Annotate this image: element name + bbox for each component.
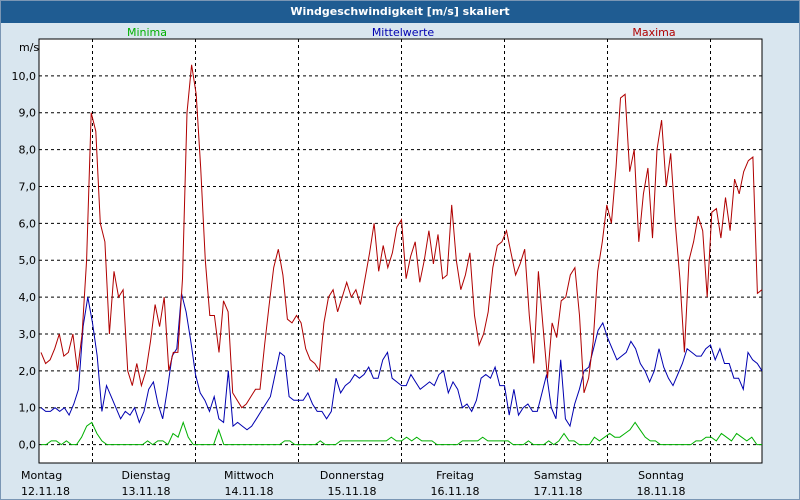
series-line-maxima: [40, 64, 763, 409]
series-lines: [40, 64, 763, 446]
y-axis-label: m/s: [19, 41, 39, 54]
x-tick-date: 14.11.18: [225, 485, 274, 498]
x-tick-date: 16.11.18: [431, 485, 480, 498]
x-tick-day: Sonntag: [638, 469, 684, 482]
series-line-minima: [41, 420, 762, 446]
x-tick-day: Mittwoch: [224, 469, 274, 482]
x-axis-ticks: Montag 12.11.18 Dienstag 13.11.18 Mittwoch 14…: [21, 469, 685, 498]
chart-title: Windgeschwindigkeit [m/s] skaliert: [1, 1, 799, 23]
x-tick-day: Montag: [21, 469, 62, 482]
y-tick-label: 8,0: [19, 144, 37, 157]
x-tick-date: 18.11.18: [637, 485, 686, 498]
x-tick-day: Donnerstag: [320, 469, 384, 482]
y-tick-label: 7,0: [19, 180, 37, 193]
y-tick-label: 3,0: [19, 328, 37, 341]
y-tick-label: 5,0: [19, 254, 37, 267]
legend-minima: Minima: [127, 26, 167, 39]
y-tick-label: 1,0: [19, 402, 37, 415]
y-tick-label: 9,0: [19, 107, 37, 120]
x-tick-day: Dienstag: [121, 469, 170, 482]
x-tick-date: 13.11.18: [122, 485, 171, 498]
x-tick-date: 17.11.18: [534, 485, 583, 498]
series-line-mittelwerte: [40, 293, 763, 431]
x-tick-day: Samstag: [534, 469, 582, 482]
x-tick-date: 12.11.18: [21, 485, 70, 498]
legend-maxima: Maxima: [632, 26, 675, 39]
wind-speed-chart: 0,0 1,0 2,0 3,0 4,0 5,0 6,0 7,0 8,0 9,0 10,0 Monta…: [12, 26, 763, 498]
y-tick-label: 6,0: [19, 217, 37, 230]
gridlines: [39, 39, 762, 463]
y-tick-label: 0,0: [19, 439, 37, 452]
x-tick-day: Freitag: [436, 469, 474, 482]
legend-mittelwerte: Mittelwerte: [372, 26, 435, 39]
x-tick-date: 15.11.18: [328, 485, 377, 498]
y-tick-label: 2,0: [19, 365, 37, 378]
y-tick-label: 10,0: [12, 70, 37, 83]
plot-area: [38, 38, 763, 464]
y-tick-label: 4,0: [19, 291, 37, 304]
y-axis-ticks: 0,0 1,0 2,0 3,0 4,0 5,0 6,0 7,0 8,0 9,0 10,0: [12, 70, 37, 452]
